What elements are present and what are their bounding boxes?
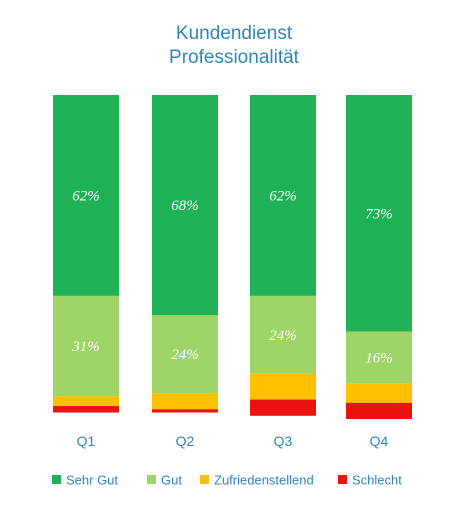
legend-item-gut: Gut	[147, 473, 182, 488]
data-label-q2-sehr-gut: 68%	[171, 198, 199, 214]
chart-title: Kundendienst Professionalität	[169, 23, 300, 68]
legend-swatch-zufriedenstellend	[200, 475, 209, 484]
category-label-q4: Q4	[370, 433, 389, 449]
legend-item-schlecht: Schlecht	[338, 473, 402, 488]
category-label-q1: Q1	[77, 433, 96, 449]
bar-q1-zufriedenstellend	[53, 396, 119, 407]
legend-label-gut: Gut	[161, 473, 182, 488]
bars-group: 62% 31% 68% 24% 62% 24% 73% 16%	[53, 95, 412, 419]
bar-q2-gut	[152, 315, 218, 394]
bar-q4-gut	[346, 331, 412, 384]
data-label-q3-sehr-gut: 62%	[269, 188, 297, 204]
data-label-q2-gut: 24%	[171, 347, 199, 363]
category-label-q2: Q2	[176, 433, 195, 449]
chart-title-line-1: Kundendienst	[176, 23, 293, 44]
legend: Sehr Gut Gut Zufriedenstellend Schlecht	[52, 473, 402, 488]
data-label-q4-sehr-gut: 73%	[365, 206, 393, 222]
data-label-q4-gut: 16%	[365, 350, 393, 366]
bar-q1-schlecht	[53, 406, 119, 413]
bar-q4-schlecht	[346, 402, 412, 419]
bar-q4-zufriedenstellend	[346, 383, 412, 403]
bar-q3-schlecht	[250, 399, 316, 416]
legend-label-schlecht: Schlecht	[352, 473, 402, 488]
bar-q1-gut	[53, 295, 119, 397]
category-label-q3: Q3	[274, 433, 293, 449]
legend-swatch-schlecht	[338, 475, 347, 484]
legend-item-zufriedenstellend: Zufriedenstellend	[200, 473, 314, 488]
chart-title-line-2: Professionalität	[169, 47, 300, 68]
bar-q2-sehr-gut	[152, 95, 218, 316]
data-label-q3-gut: 24%	[269, 328, 297, 344]
legend-item-sehr-gut: Sehr Gut	[52, 473, 118, 488]
bar-q3-zufriedenstellend	[250, 373, 316, 400]
data-label-q1-sehr-gut: 62%	[72, 188, 100, 204]
bar-q1-sehr-gut	[53, 95, 119, 296]
bar-q4-sehr-gut	[346, 95, 412, 332]
category-labels: Q1 Q2 Q3 Q4	[77, 433, 389, 449]
bar-q2-schlecht	[152, 409, 218, 413]
legend-swatch-gut	[147, 475, 156, 484]
bar-q3-gut	[250, 295, 316, 374]
bar-q2-zufriedenstellend	[152, 393, 218, 410]
legend-swatch-sehr-gut	[52, 475, 61, 484]
bar-q3-sehr-gut	[250, 95, 316, 296]
data-label-q1-gut: 31%	[71, 339, 100, 355]
legend-label-zufriedenstellend: Zufriedenstellend	[214, 473, 314, 488]
legend-label-sehr-gut: Sehr Gut	[66, 473, 118, 488]
